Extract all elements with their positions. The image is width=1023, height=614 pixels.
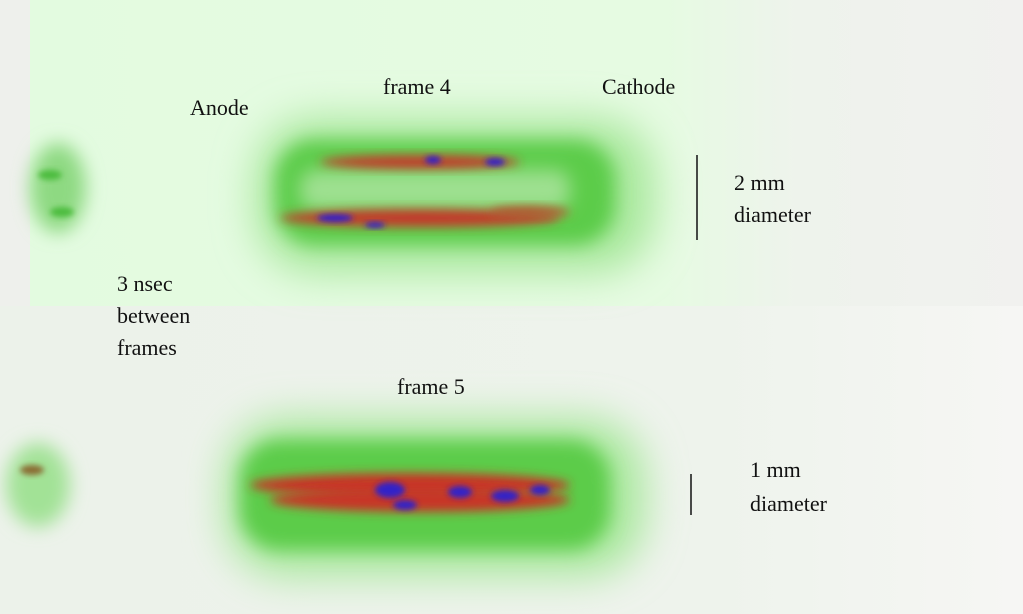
scale-label: 1 mm (750, 457, 801, 482)
scale-label: 2 mm (734, 170, 785, 195)
frame-title: frame 5 (397, 374, 465, 399)
cathode-label: Cathode (602, 74, 675, 99)
timing-label: frames (117, 335, 177, 360)
page: {"labels": {"anode": "Anode", "cathode":… (0, 0, 1023, 614)
scale-label: diameter (750, 491, 828, 516)
timing-label: 3 nsec (117, 271, 173, 296)
edge (0, 0, 30, 306)
anode-label: Anode (190, 95, 249, 120)
timing-label: between (117, 303, 190, 328)
image: Anode Cathode frame 4 2 mm diameter 3 ns… (0, 0, 1023, 614)
scale-label: diameter (734, 202, 812, 227)
frame-title: frame 4 (383, 74, 451, 99)
